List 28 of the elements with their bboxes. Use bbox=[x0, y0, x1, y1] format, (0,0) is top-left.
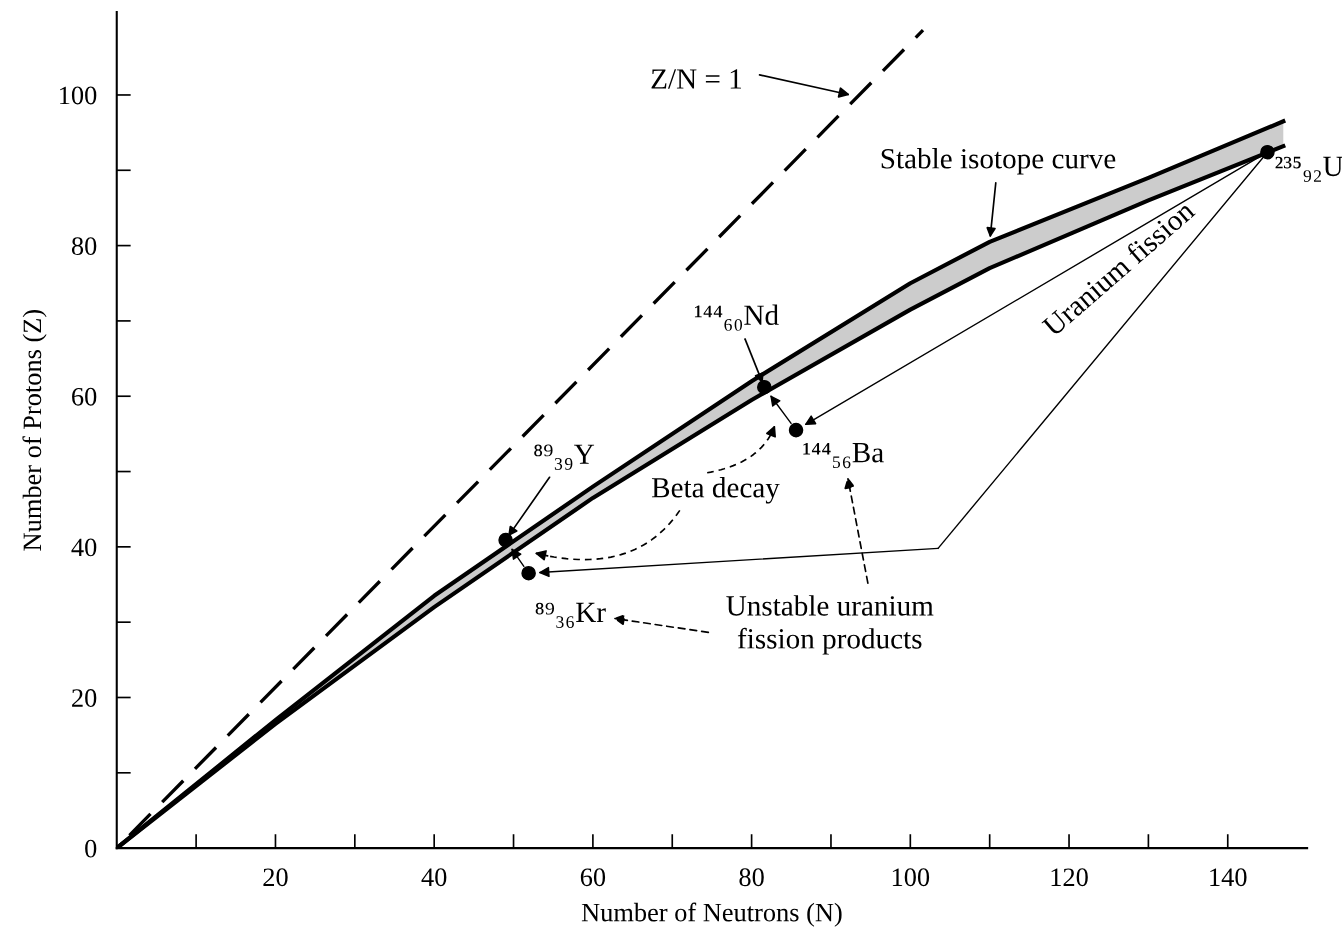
x-tick-label: 100 bbox=[892, 868, 930, 887]
point bbox=[757, 379, 772, 395]
annotation: Z/N = 1 bbox=[651, 69, 742, 89]
annotation: ¹⁴⁴₆₀Nd bbox=[694, 304, 779, 331]
x-tick-label: 40 bbox=[421, 868, 447, 887]
annotation: Stable isotope curve bbox=[881, 148, 1116, 175]
y-tick-label: 100 bbox=[60, 86, 97, 105]
x-tick-label: 80 bbox=[739, 868, 764, 887]
y-tick-label: 80 bbox=[71, 237, 97, 256]
annotation: Beta decay bbox=[651, 477, 780, 504]
x-tick-label: 60 bbox=[580, 868, 606, 887]
point bbox=[1260, 144, 1275, 160]
y-tick-label: 40 bbox=[71, 538, 97, 557]
y-tick-label: 20 bbox=[72, 689, 97, 707]
annotation: ⁸⁹₃₉Y bbox=[534, 444, 595, 470]
point bbox=[788, 422, 804, 438]
annotation: Unstable uranium fission products bbox=[726, 595, 934, 655]
y-axis-title: Number of Protons (Z) bbox=[22, 309, 47, 551]
annotation: ⁸⁹₃₆Kr bbox=[535, 602, 606, 628]
annotation: ¹⁴⁴₅₆Ba bbox=[803, 442, 884, 469]
point bbox=[498, 532, 513, 548]
point bbox=[521, 565, 536, 581]
x-tick-label: 120 bbox=[1051, 868, 1088, 887]
y-tick-label: 0 bbox=[85, 839, 97, 858]
x-axis-title: Number of Neutrons (N) bbox=[581, 902, 842, 927]
x-tick-label: 20 bbox=[263, 868, 288, 887]
y-tick-label: 60 bbox=[72, 387, 97, 406]
x-tick-label: 140 bbox=[1210, 868, 1247, 887]
